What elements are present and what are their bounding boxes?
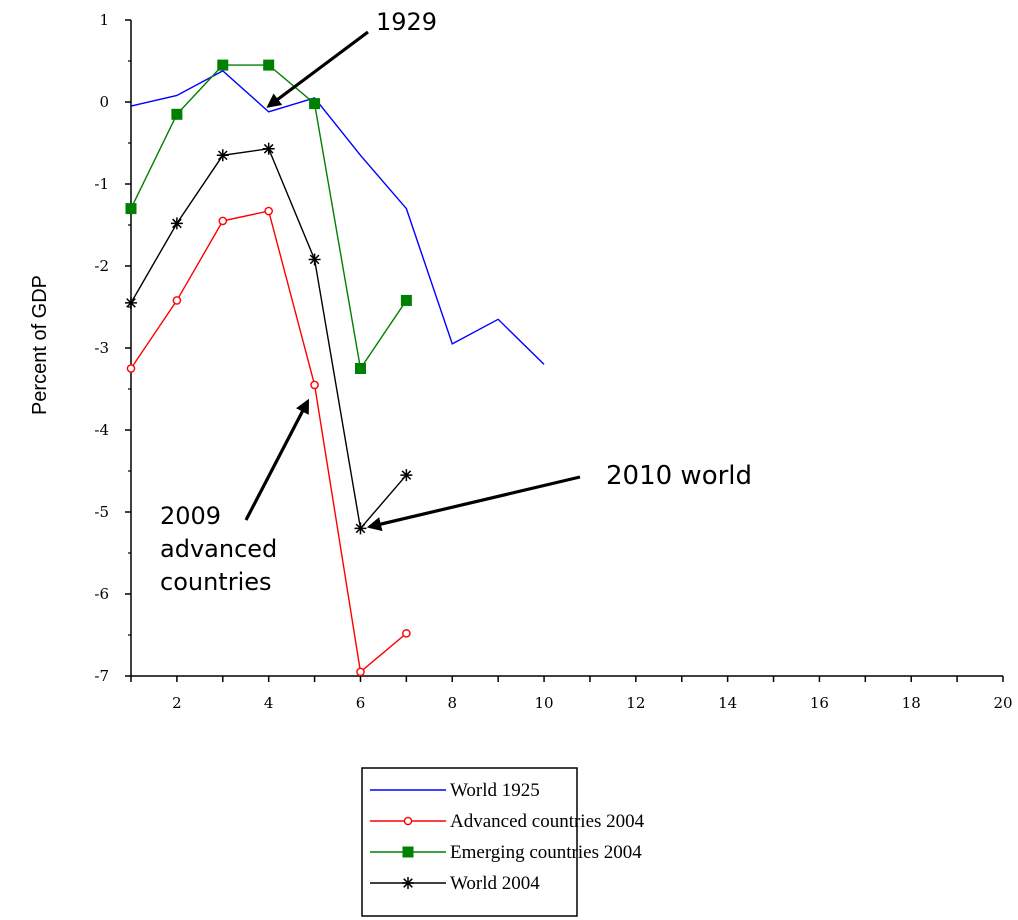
data-point [125, 296, 137, 309]
y-tick-label: 0 [99, 93, 109, 111]
x-tick-label: 8 [447, 694, 457, 712]
x-tick-label: 18 [902, 694, 921, 712]
annotation-2009: 2009 advanced countries [160, 398, 310, 596]
annotation-text: advanced [160, 535, 277, 563]
legend-label: Emerging countries 2004 [450, 842, 642, 863]
annotation-text: 1929 [376, 8, 437, 36]
y-tick-label: -5 [94, 503, 109, 521]
x-tick-label: 10 [535, 694, 554, 712]
x-tick-label: 2 [172, 694, 182, 712]
y-tick-label: -2 [94, 257, 109, 275]
legend-label: World 2004 [450, 873, 540, 894]
data-point [216, 149, 229, 162]
data-point [218, 216, 228, 226]
annotation-arrow [244, 398, 310, 521]
x-tick-label: 16 [810, 694, 829, 712]
data-point [354, 363, 366, 374]
annotation-1929: 1929 [266, 8, 437, 108]
annotation-arrow [266, 30, 369, 108]
y-tick-label: -7 [94, 667, 109, 685]
data-point [310, 380, 319, 390]
data-point [264, 206, 273, 216]
series-2 [125, 59, 412, 374]
data-point [217, 59, 229, 71]
x-tick-label: 12 [626, 694, 645, 712]
annotation-text: 2009 [160, 502, 221, 530]
legend: World 1925 Advanced countries 2004 Emergin… [361, 767, 645, 917]
y-tick-label: -3 [94, 339, 109, 357]
legend-entry: Advanced countries 2004 [370, 811, 645, 832]
annotation-arrow [366, 475, 581, 532]
data-point [356, 667, 365, 677]
series-line [130, 69, 545, 365]
data-point [125, 203, 137, 215]
series-3 [125, 142, 413, 535]
legend-label: Advanced countries 2004 [450, 811, 645, 832]
legend-entry: World 2004 [370, 873, 540, 894]
data-point [172, 296, 182, 305]
series-1 [126, 206, 411, 677]
data-point [309, 98, 321, 110]
legend-entry: Emerging countries 2004 [370, 842, 642, 863]
data-point [170, 217, 183, 230]
x-tick-label: 14 [718, 694, 737, 712]
annotation-text: countries [160, 568, 272, 596]
data-point [403, 816, 413, 826]
legend-entry: World 1925 [370, 780, 540, 801]
series-line [130, 147, 407, 530]
x-tick-label: 6 [356, 694, 366, 712]
data-point [402, 877, 414, 889]
data-point [171, 108, 183, 120]
data-point [400, 469, 413, 482]
data-point [262, 142, 275, 155]
annotation-2010: 2010 world [366, 461, 752, 532]
series-0 [130, 69, 545, 365]
legend-label: World 1925 [450, 780, 540, 801]
series-line [130, 210, 407, 674]
data-point [354, 522, 367, 535]
series-layer [125, 59, 545, 677]
data-point [263, 59, 275, 71]
data-point [126, 364, 136, 373]
x-tick-label: 4 [264, 694, 274, 712]
annotation-text: 2010 world [606, 461, 752, 491]
legend-box [361, 767, 578, 917]
annotations-layer: 1929 2009 advanced countries 2010 world [160, 8, 752, 596]
y-tick-label: -1 [94, 175, 109, 193]
x-tick-label: 20 [993, 694, 1012, 712]
y-tick-label: 1 [99, 11, 109, 29]
data-point [402, 629, 411, 638]
data-point [400, 294, 412, 306]
axes: 10-1-2-3-4-5-6-72 4 6 8 10 12 14 16 18 20 [94, 11, 1012, 712]
data-point [308, 253, 321, 266]
y-tick-label: -4 [94, 421, 109, 439]
data-point [402, 846, 414, 858]
y-axis-title: Percent of GDP [29, 275, 51, 415]
y-tick-label: -6 [94, 585, 109, 603]
